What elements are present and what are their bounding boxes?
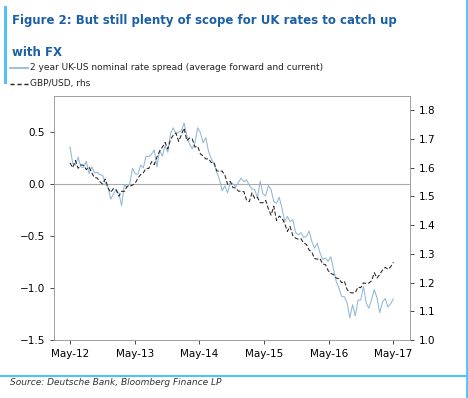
Text: 2 year UK-US nominal rate spread (average forward and current): 2 year UK-US nominal rate spread (averag… <box>30 63 323 72</box>
Text: with FX: with FX <box>12 46 62 59</box>
Text: Figure 2: But still plenty of scope for UK rates to catch up: Figure 2: But still plenty of scope for … <box>12 14 396 27</box>
Text: Source: Deutsche Bank, Bloomberg Finance LP: Source: Deutsche Bank, Bloomberg Finance… <box>10 378 222 387</box>
Text: GBP/USD, rhs: GBP/USD, rhs <box>30 79 91 88</box>
